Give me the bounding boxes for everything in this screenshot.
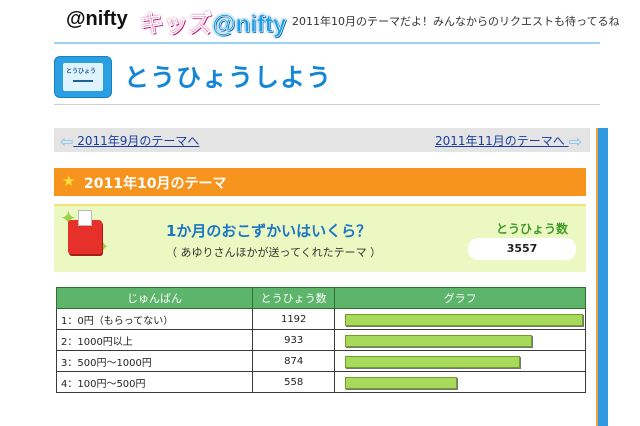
card-slot: [73, 80, 93, 82]
results-header-row: じゅんばん とうひょう数 グラフ: [55, 287, 586, 309]
results-table: じゅんばん とうひょう数 グラフ 1：0円（もらってない） 1192 2：100…: [55, 287, 586, 393]
row-votes: 558: [252, 371, 336, 393]
table-row: 1：0円（もらってない） 1192: [55, 308, 586, 330]
left-arrow-icon: ⇦: [60, 132, 74, 151]
month-nav: ⇦ 2011年9月のテーマへ 2011年11月のテーマへ ⇨: [54, 128, 590, 152]
vote-count-value: 3557: [468, 238, 576, 260]
sparkle-small-icon: ✦: [98, 240, 109, 255]
header-tagline: 2011年10月のテーマだよ！みんなからのリクエストも待ってるね: [292, 15, 620, 28]
row-votes: 1192: [252, 308, 336, 330]
row-label: 2：1000円以上: [55, 329, 254, 351]
question-box: ✦ ✦ 1か月のおこずかいはいくら？ （ あゆりさんほかが送ってくれたテーマ ）…: [54, 204, 586, 272]
question-title: 1か月のおこずかいはいくら？: [166, 222, 372, 240]
result-bar: [345, 314, 584, 326]
ballot-card-icon: とうひょう: [54, 56, 112, 98]
row-graph: [334, 371, 586, 393]
side-panel-edge: [596, 128, 608, 426]
vote-count-label: とうひょう数: [496, 222, 569, 236]
table-row: 4：100円〜500円 558: [55, 371, 586, 393]
col-votes-header: とうひょう数: [252, 287, 336, 309]
col-rank-header: じゅんばん: [55, 287, 254, 309]
page-title: とうひょうしよう: [124, 63, 333, 92]
header-divider: [54, 42, 600, 44]
prev-month-link[interactable]: ⇦ 2011年9月のテーマへ: [60, 132, 199, 151]
row-label: 3：500円〜1000円: [55, 350, 254, 372]
row-votes: 933: [252, 329, 336, 351]
star-icon: ★: [62, 172, 76, 190]
kids-logo-suffix: @nifty: [212, 11, 287, 39]
ballot-card: とうひょう: [63, 63, 103, 91]
row-graph: [334, 329, 586, 351]
col-graph-header: グラフ: [334, 287, 586, 309]
right-arrow-icon: ⇨: [568, 132, 582, 151]
kids-nifty-logo[interactable]: キッズ@nifty: [140, 4, 287, 39]
row-label: 1：0円（もらってない）: [55, 308, 254, 330]
row-graph: [334, 350, 586, 372]
next-month-label: 2011年11月のテーマへ: [434, 134, 565, 148]
row-votes: 874: [252, 350, 336, 372]
theme-heading: ★ 2011年10月のテーマ: [54, 168, 586, 196]
result-bar: [345, 335, 533, 347]
result-bar: [345, 377, 458, 389]
icon-label: とうひょう: [66, 68, 97, 75]
ballot-paper-icon: [78, 210, 92, 226]
question-subtitle: （ あゆりさんほかが送ってくれたテーマ ）: [166, 246, 382, 259]
table-row: 3：500円〜1000円 874: [55, 350, 586, 372]
nifty-logo[interactable]: @nifty: [66, 8, 128, 30]
row-label: 4：100円〜500円: [55, 371, 254, 393]
title-divider: [54, 104, 600, 105]
ballot-box-icon: [68, 210, 102, 254]
table-row: 2：1000円以上 933: [55, 329, 586, 351]
row-graph: [334, 308, 586, 330]
result-bar: [345, 356, 521, 368]
site-header: @nifty キッズ@nifty 2011年10月のテーマだよ！みんなからのリク…: [0, 0, 640, 46]
next-month-link[interactable]: 2011年11月のテーマへ ⇨: [435, 132, 582, 151]
prev-month-label: 2011年9月のテーマへ: [77, 134, 200, 148]
kids-logo-prefix: キッズ: [140, 11, 213, 39]
theme-label: 2011年10月のテーマ: [84, 176, 227, 192]
